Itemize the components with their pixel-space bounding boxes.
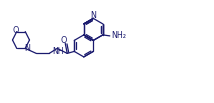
Text: N: N (24, 44, 30, 53)
Text: NH: NH (52, 47, 64, 56)
Text: O: O (61, 36, 67, 45)
Text: N: N (90, 11, 96, 20)
Text: NH₂: NH₂ (111, 31, 126, 40)
Text: O: O (12, 26, 19, 35)
